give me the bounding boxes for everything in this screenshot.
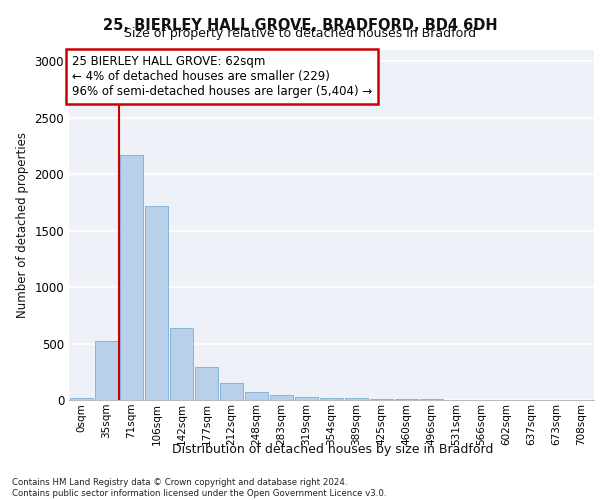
Bar — [194, 366, 218, 400]
Bar — [170, 328, 193, 400]
Bar — [119, 155, 143, 400]
Bar — [370, 399, 394, 400]
Bar — [220, 382, 244, 400]
Y-axis label: Number of detached properties: Number of detached properties — [16, 132, 29, 318]
Bar — [95, 342, 118, 400]
Text: Size of property relative to detached houses in Bradford: Size of property relative to detached ho… — [124, 28, 476, 40]
Bar — [70, 398, 94, 400]
Bar — [245, 392, 268, 400]
Text: 25, BIERLEY HALL GROVE, BRADFORD, BD4 6DH: 25, BIERLEY HALL GROVE, BRADFORD, BD4 6D… — [103, 18, 497, 32]
Bar — [320, 398, 343, 400]
Bar — [295, 396, 319, 400]
Bar — [145, 206, 169, 400]
Bar — [269, 395, 293, 400]
Text: 25 BIERLEY HALL GROVE: 62sqm
← 4% of detached houses are smaller (229)
96% of se: 25 BIERLEY HALL GROVE: 62sqm ← 4% of det… — [71, 56, 372, 98]
Text: Distribution of detached houses by size in Bradford: Distribution of detached houses by size … — [172, 442, 494, 456]
Text: Contains HM Land Registry data © Crown copyright and database right 2024.
Contai: Contains HM Land Registry data © Crown c… — [12, 478, 386, 498]
Bar — [344, 398, 368, 400]
